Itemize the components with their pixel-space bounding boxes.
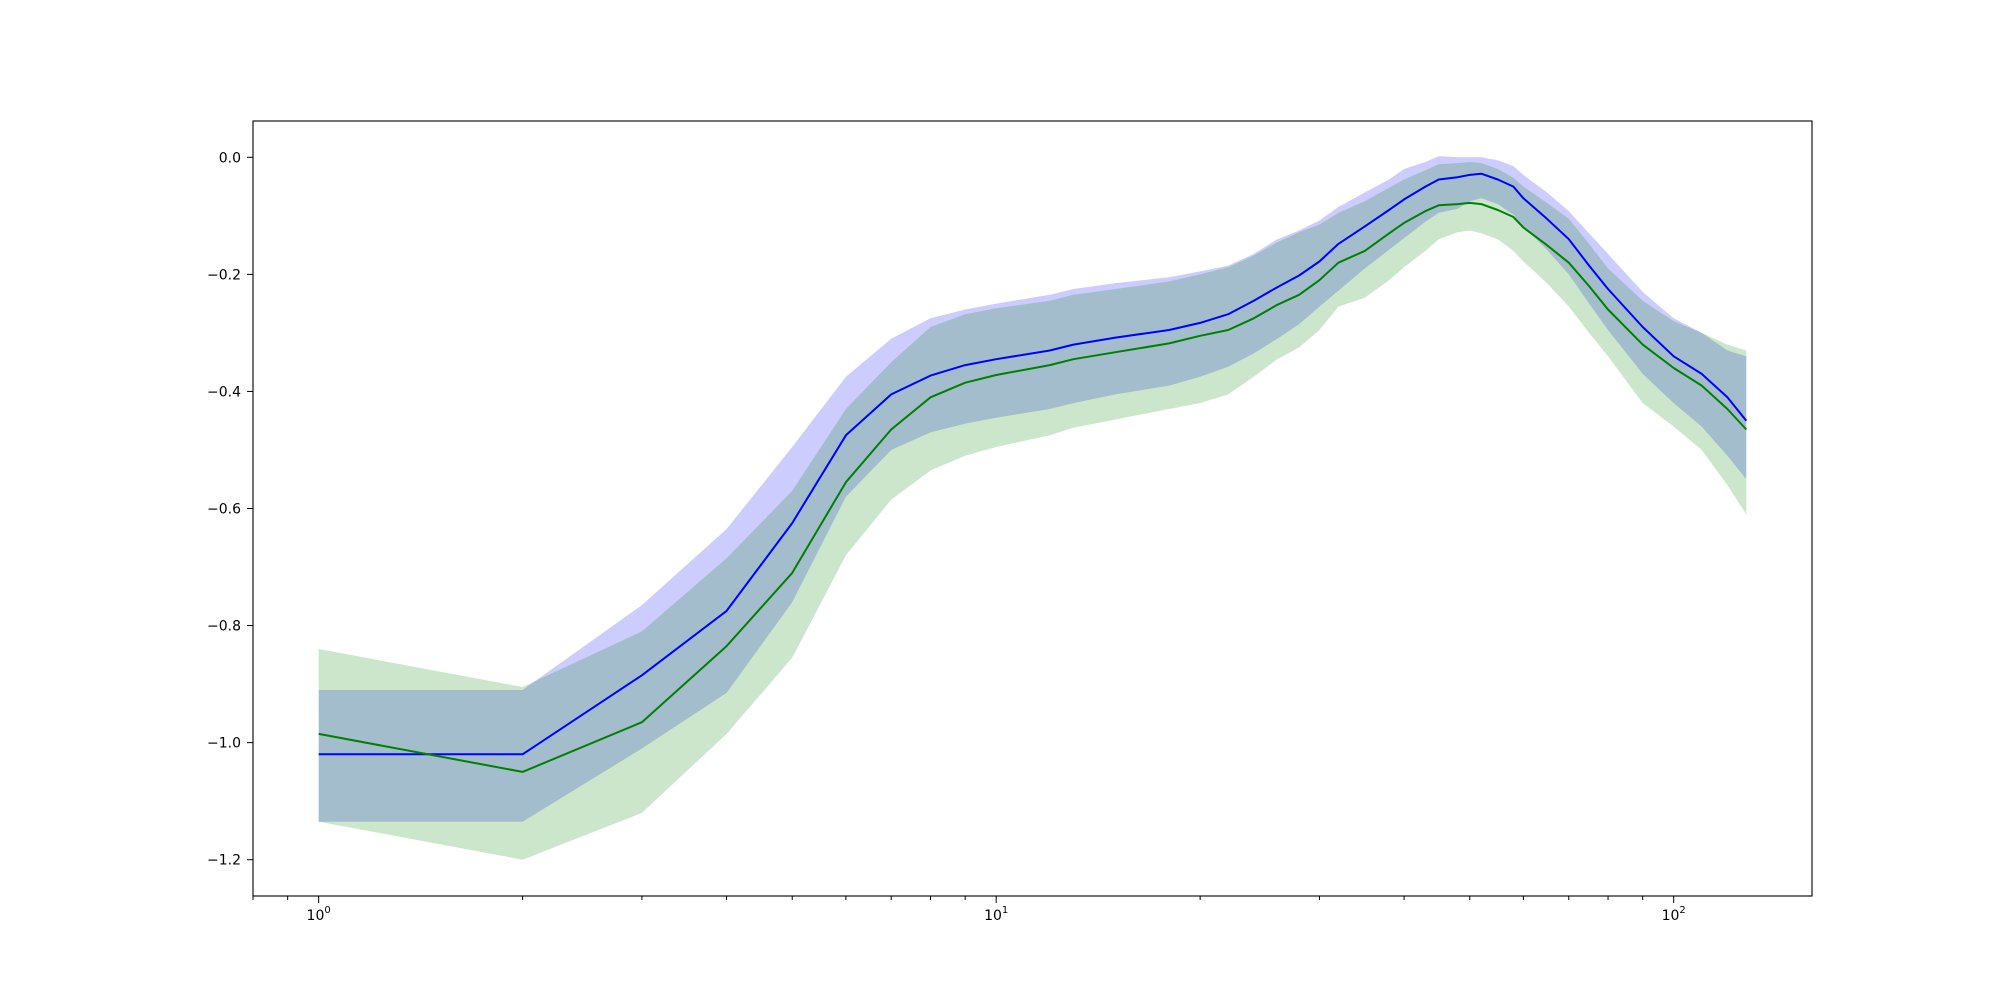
x-axis: 100 101 102 <box>252 896 1686 924</box>
x-tick-label-base: 10 <box>1662 908 1680 924</box>
y-tick-label: −1.0 <box>207 736 241 752</box>
x-tick-label: 102 <box>1662 905 1686 924</box>
confidence-bands <box>318 156 1747 860</box>
x-tick-label-exponent: 2 <box>1679 905 1685 916</box>
plot-frame <box>252 120 1813 897</box>
series-lines <box>318 172 1748 773</box>
y-tick-label: −0.6 <box>207 502 241 518</box>
x-tick-label: 100 <box>307 905 331 924</box>
y-tick-label: −0.2 <box>207 267 241 283</box>
series-1-band <box>318 156 1747 822</box>
y-tick-label: −0.8 <box>207 619 241 635</box>
x-tick-label: 101 <box>984 905 1008 924</box>
x-tick-label-base: 10 <box>984 908 1002 924</box>
y-tick-label: 0.0 <box>219 150 241 166</box>
series-2-band <box>318 162 1747 860</box>
y-tick-label: −0.4 <box>207 384 241 400</box>
x-tick-label-exponent: 0 <box>324 905 330 916</box>
y-axis: 0.0 −0.2 −0.4 −0.6 −0.8 −1.0 −1.2 <box>207 150 253 869</box>
x-tick-label-exponent: 1 <box>1002 905 1008 916</box>
series-1-line <box>318 172 1748 756</box>
y-tick-label: −1.2 <box>207 853 241 869</box>
series-2-line <box>318 201 1748 773</box>
x-tick-label-base: 10 <box>307 908 325 924</box>
